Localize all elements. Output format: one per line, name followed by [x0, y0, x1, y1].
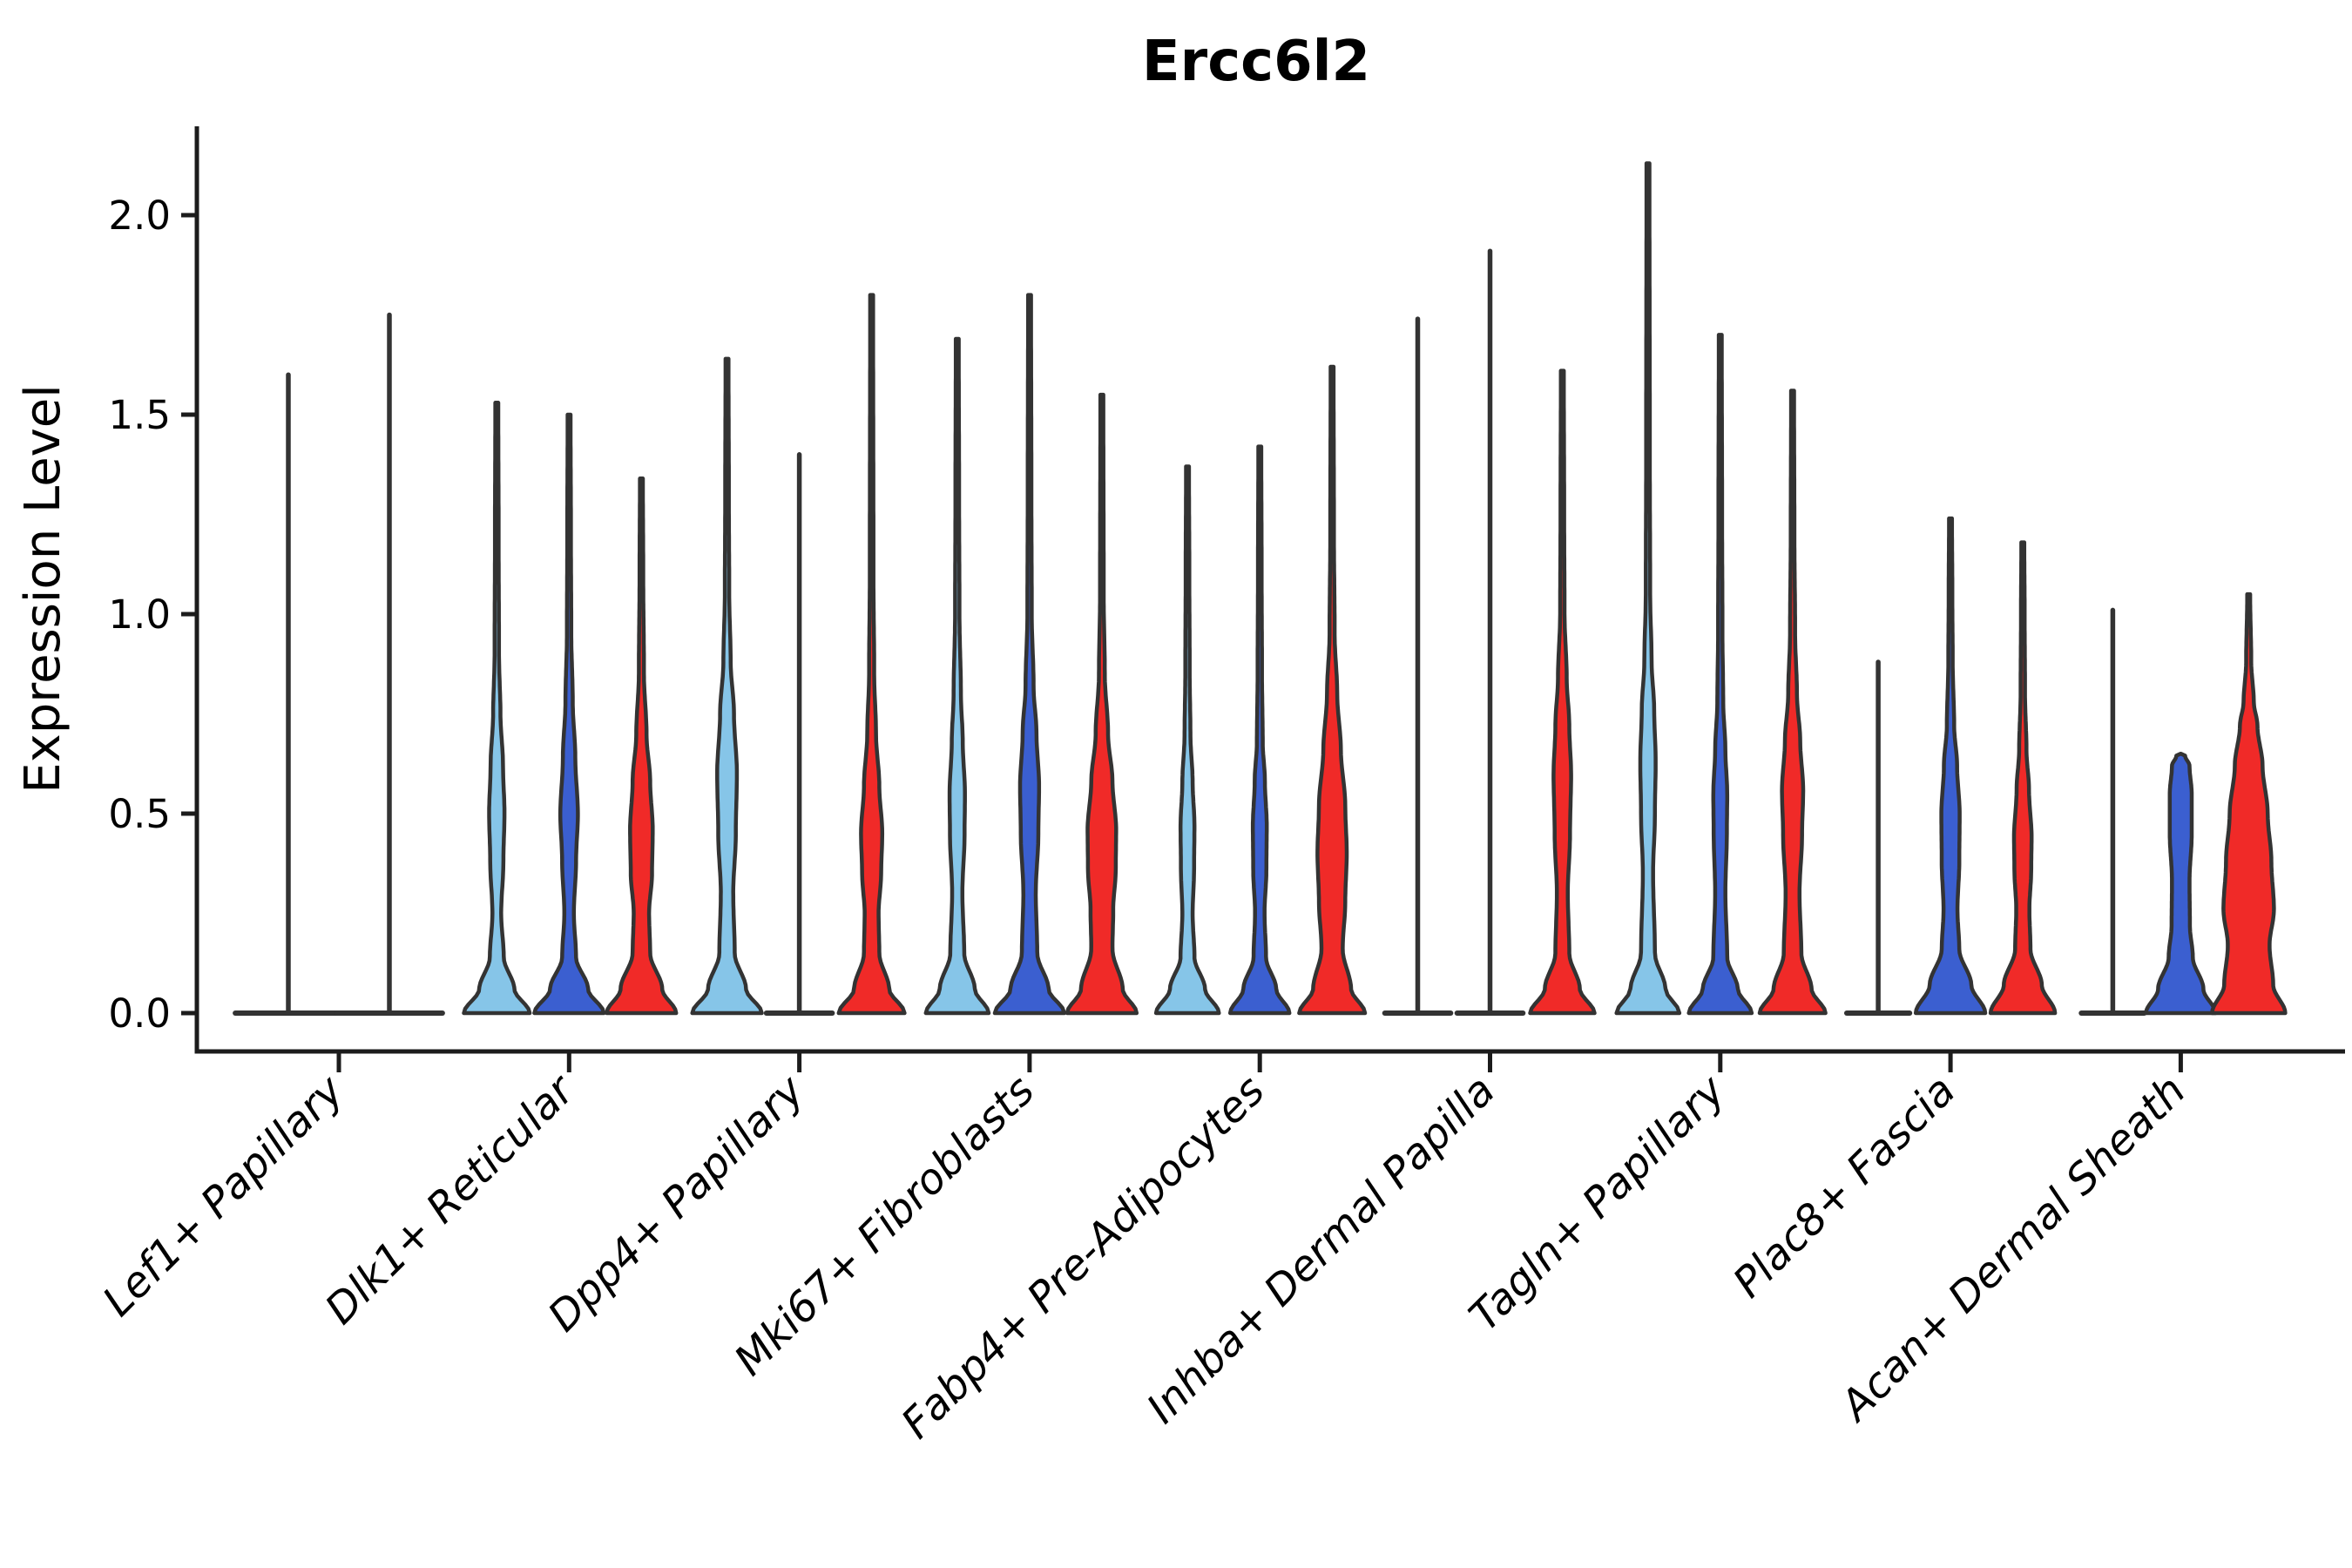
violin-dlk1-light_blue: [462, 401, 532, 1016]
violin-tagln-light_blue: [1614, 161, 1682, 1016]
y-axis-label: Expression Level: [15, 384, 71, 794]
x-tick-label: Tagln+ Papillary: [1460, 1065, 1735, 1341]
violin-dpp4-red: [836, 293, 907, 1016]
chart-title: Ercc6l2: [1142, 30, 1370, 94]
violin-mki67-light_blue: [923, 336, 991, 1016]
violin-dlk1-royal_blue: [532, 412, 606, 1016]
y-tick-label: 1.0: [108, 591, 171, 638]
x-tick-label: Lef1+ Papillary: [93, 1065, 354, 1326]
axis-labels: Ercc6l2 Expression Level: [15, 30, 1370, 794]
violin-tagln-red: [1757, 389, 1828, 1016]
x-tick-label: Dpp4+ Papillary: [538, 1065, 814, 1341]
violin-fabp4-light_blue: [1153, 464, 1221, 1016]
violin-mki67-royal_blue: [992, 293, 1067, 1016]
x-tick-label: Plac8+ Fascia: [1724, 1066, 1965, 1308]
y-tick-label: 2.0: [108, 193, 171, 239]
violin-mki67-red: [1064, 392, 1139, 1016]
violin-tagln-royal_blue: [1686, 333, 1754, 1016]
violin-dpp4-light_blue: [690, 356, 764, 1016]
violin-inhba-red: [1528, 368, 1597, 1016]
violin-acan-red: [2210, 591, 2288, 1016]
violins: [233, 161, 2288, 1016]
violin-acan-royal_blue: [2144, 752, 2218, 1016]
violin-plac8-royal_blue: [1913, 516, 1988, 1016]
x-tick-label: Dlk1+ Reticular: [316, 1064, 586, 1335]
violin-fabp4-red: [1297, 364, 1368, 1016]
y-tick-label: 0.0: [108, 990, 171, 1037]
y-tick-label: 0.5: [108, 791, 171, 837]
violin-dlk1-red: [605, 476, 679, 1016]
violin-plac8-red: [1988, 540, 2058, 1016]
violin-fabp4-royal_blue: [1227, 444, 1292, 1016]
x-tick-label: Fabp4+ Pre-Adipocytes: [892, 1066, 1274, 1449]
y-tick-label: 1.5: [108, 392, 171, 438]
